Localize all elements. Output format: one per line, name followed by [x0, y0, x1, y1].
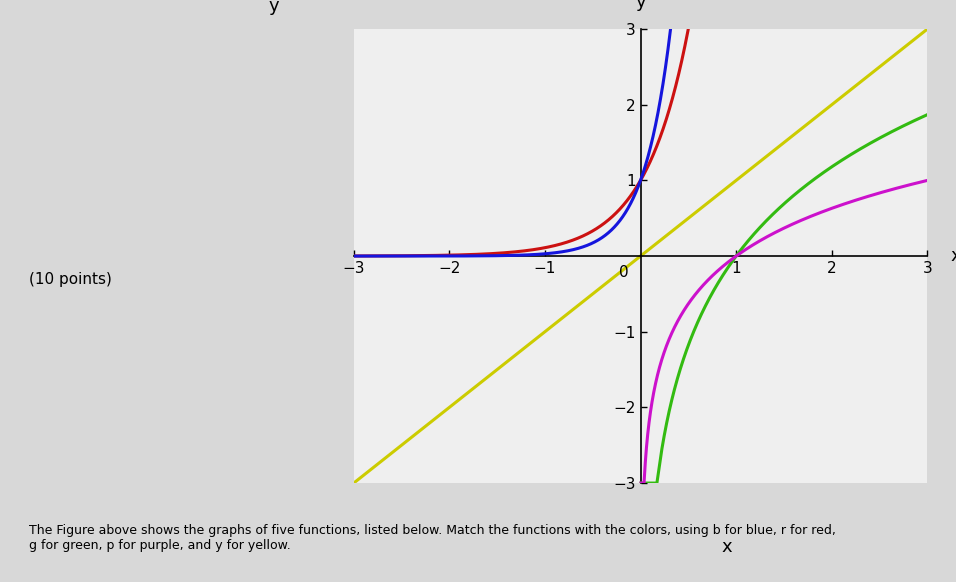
Text: x: x [950, 247, 956, 265]
Text: y: y [269, 0, 279, 16]
Text: x: x [721, 538, 732, 556]
Text: (10 points): (10 points) [29, 272, 112, 287]
Text: y: y [635, 0, 646, 11]
Text: The Figure above shows the graphs of five functions, listed below. Match the fun: The Figure above shows the graphs of fiv… [29, 524, 836, 552]
Text: 0: 0 [619, 265, 629, 280]
